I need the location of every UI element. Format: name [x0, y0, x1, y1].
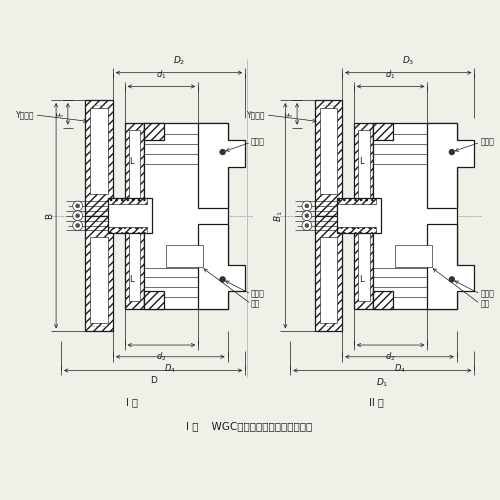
Circle shape: [449, 276, 455, 282]
Bar: [337, 198, 382, 234]
Text: $C_1$: $C_1$: [126, 224, 137, 236]
Bar: [395, 245, 432, 266]
Bar: [124, 122, 144, 309]
Text: $D_4$: $D_4$: [394, 362, 406, 375]
Bar: [144, 291, 164, 309]
Text: D: D: [150, 376, 156, 386]
Bar: [354, 122, 374, 309]
Circle shape: [72, 211, 83, 220]
Circle shape: [76, 224, 80, 228]
Bar: [108, 198, 147, 204]
Polygon shape: [198, 224, 245, 309]
Text: $D_3$: $D_3$: [402, 54, 414, 67]
Circle shape: [305, 224, 309, 228]
Bar: [108, 228, 147, 234]
Bar: [144, 122, 228, 309]
Text: $d_1$: $d_1$: [386, 68, 396, 80]
Text: $D_2$: $D_2$: [173, 54, 185, 67]
Text: I 型    WGC型垂直安装鼓形齿式联轴器: I 型 WGC型垂直安装鼓形齿式联轴器: [186, 422, 312, 432]
Circle shape: [305, 204, 309, 208]
Text: Y型轴孔: Y型轴孔: [247, 110, 266, 120]
Text: $C_2$: $C_2$: [356, 224, 366, 236]
Text: 注油孔: 注油孔: [251, 138, 265, 146]
Text: 标志: 标志: [480, 300, 490, 308]
Text: L: L: [359, 275, 364, 284]
Bar: [90, 108, 108, 194]
Bar: [86, 100, 113, 216]
Bar: [314, 100, 342, 216]
Bar: [320, 238, 337, 324]
Bar: [374, 122, 457, 309]
Text: F: F: [56, 112, 66, 116]
Bar: [90, 238, 108, 324]
Bar: [86, 216, 113, 332]
Bar: [320, 108, 337, 194]
Bar: [144, 122, 164, 140]
Text: C: C: [356, 200, 361, 208]
Polygon shape: [428, 122, 474, 208]
Bar: [108, 198, 152, 234]
Circle shape: [302, 220, 312, 230]
Bar: [374, 122, 393, 140]
Text: B: B: [44, 212, 54, 219]
Text: I 型: I 型: [126, 397, 138, 407]
Circle shape: [72, 220, 83, 230]
Text: L: L: [130, 158, 134, 166]
Text: L: L: [359, 158, 364, 166]
Bar: [374, 291, 393, 309]
Text: II 型: II 型: [369, 397, 384, 407]
Bar: [166, 245, 203, 266]
Bar: [128, 130, 140, 301]
Circle shape: [72, 201, 83, 211]
Bar: [314, 216, 342, 332]
Text: 标志: 标志: [251, 300, 260, 308]
Text: $d_2$: $d_2$: [386, 351, 396, 364]
Text: 注油孔: 注油孔: [251, 290, 265, 298]
Text: $B_1$: $B_1$: [272, 210, 284, 222]
Polygon shape: [198, 122, 245, 208]
Text: F: F: [286, 112, 294, 116]
Circle shape: [305, 214, 309, 218]
Polygon shape: [428, 224, 474, 309]
Text: $d_1$: $d_1$: [156, 68, 166, 80]
Circle shape: [302, 211, 312, 220]
Bar: [337, 228, 376, 234]
Bar: [337, 198, 376, 204]
Text: $D_4$: $D_4$: [164, 362, 176, 375]
Text: C: C: [126, 200, 132, 208]
Circle shape: [449, 149, 455, 155]
Text: 注油孔: 注油孔: [480, 138, 494, 146]
Circle shape: [220, 149, 226, 155]
Text: $D_1$: $D_1$: [376, 376, 388, 389]
Text: Y型轴孔: Y型轴孔: [16, 110, 34, 120]
Text: 注油孔: 注油孔: [480, 290, 494, 298]
Text: $d_2$: $d_2$: [156, 351, 166, 364]
Text: L: L: [130, 275, 134, 284]
Circle shape: [76, 204, 80, 208]
Circle shape: [302, 201, 312, 211]
Circle shape: [76, 214, 80, 218]
Circle shape: [220, 276, 226, 282]
Bar: [358, 130, 370, 301]
